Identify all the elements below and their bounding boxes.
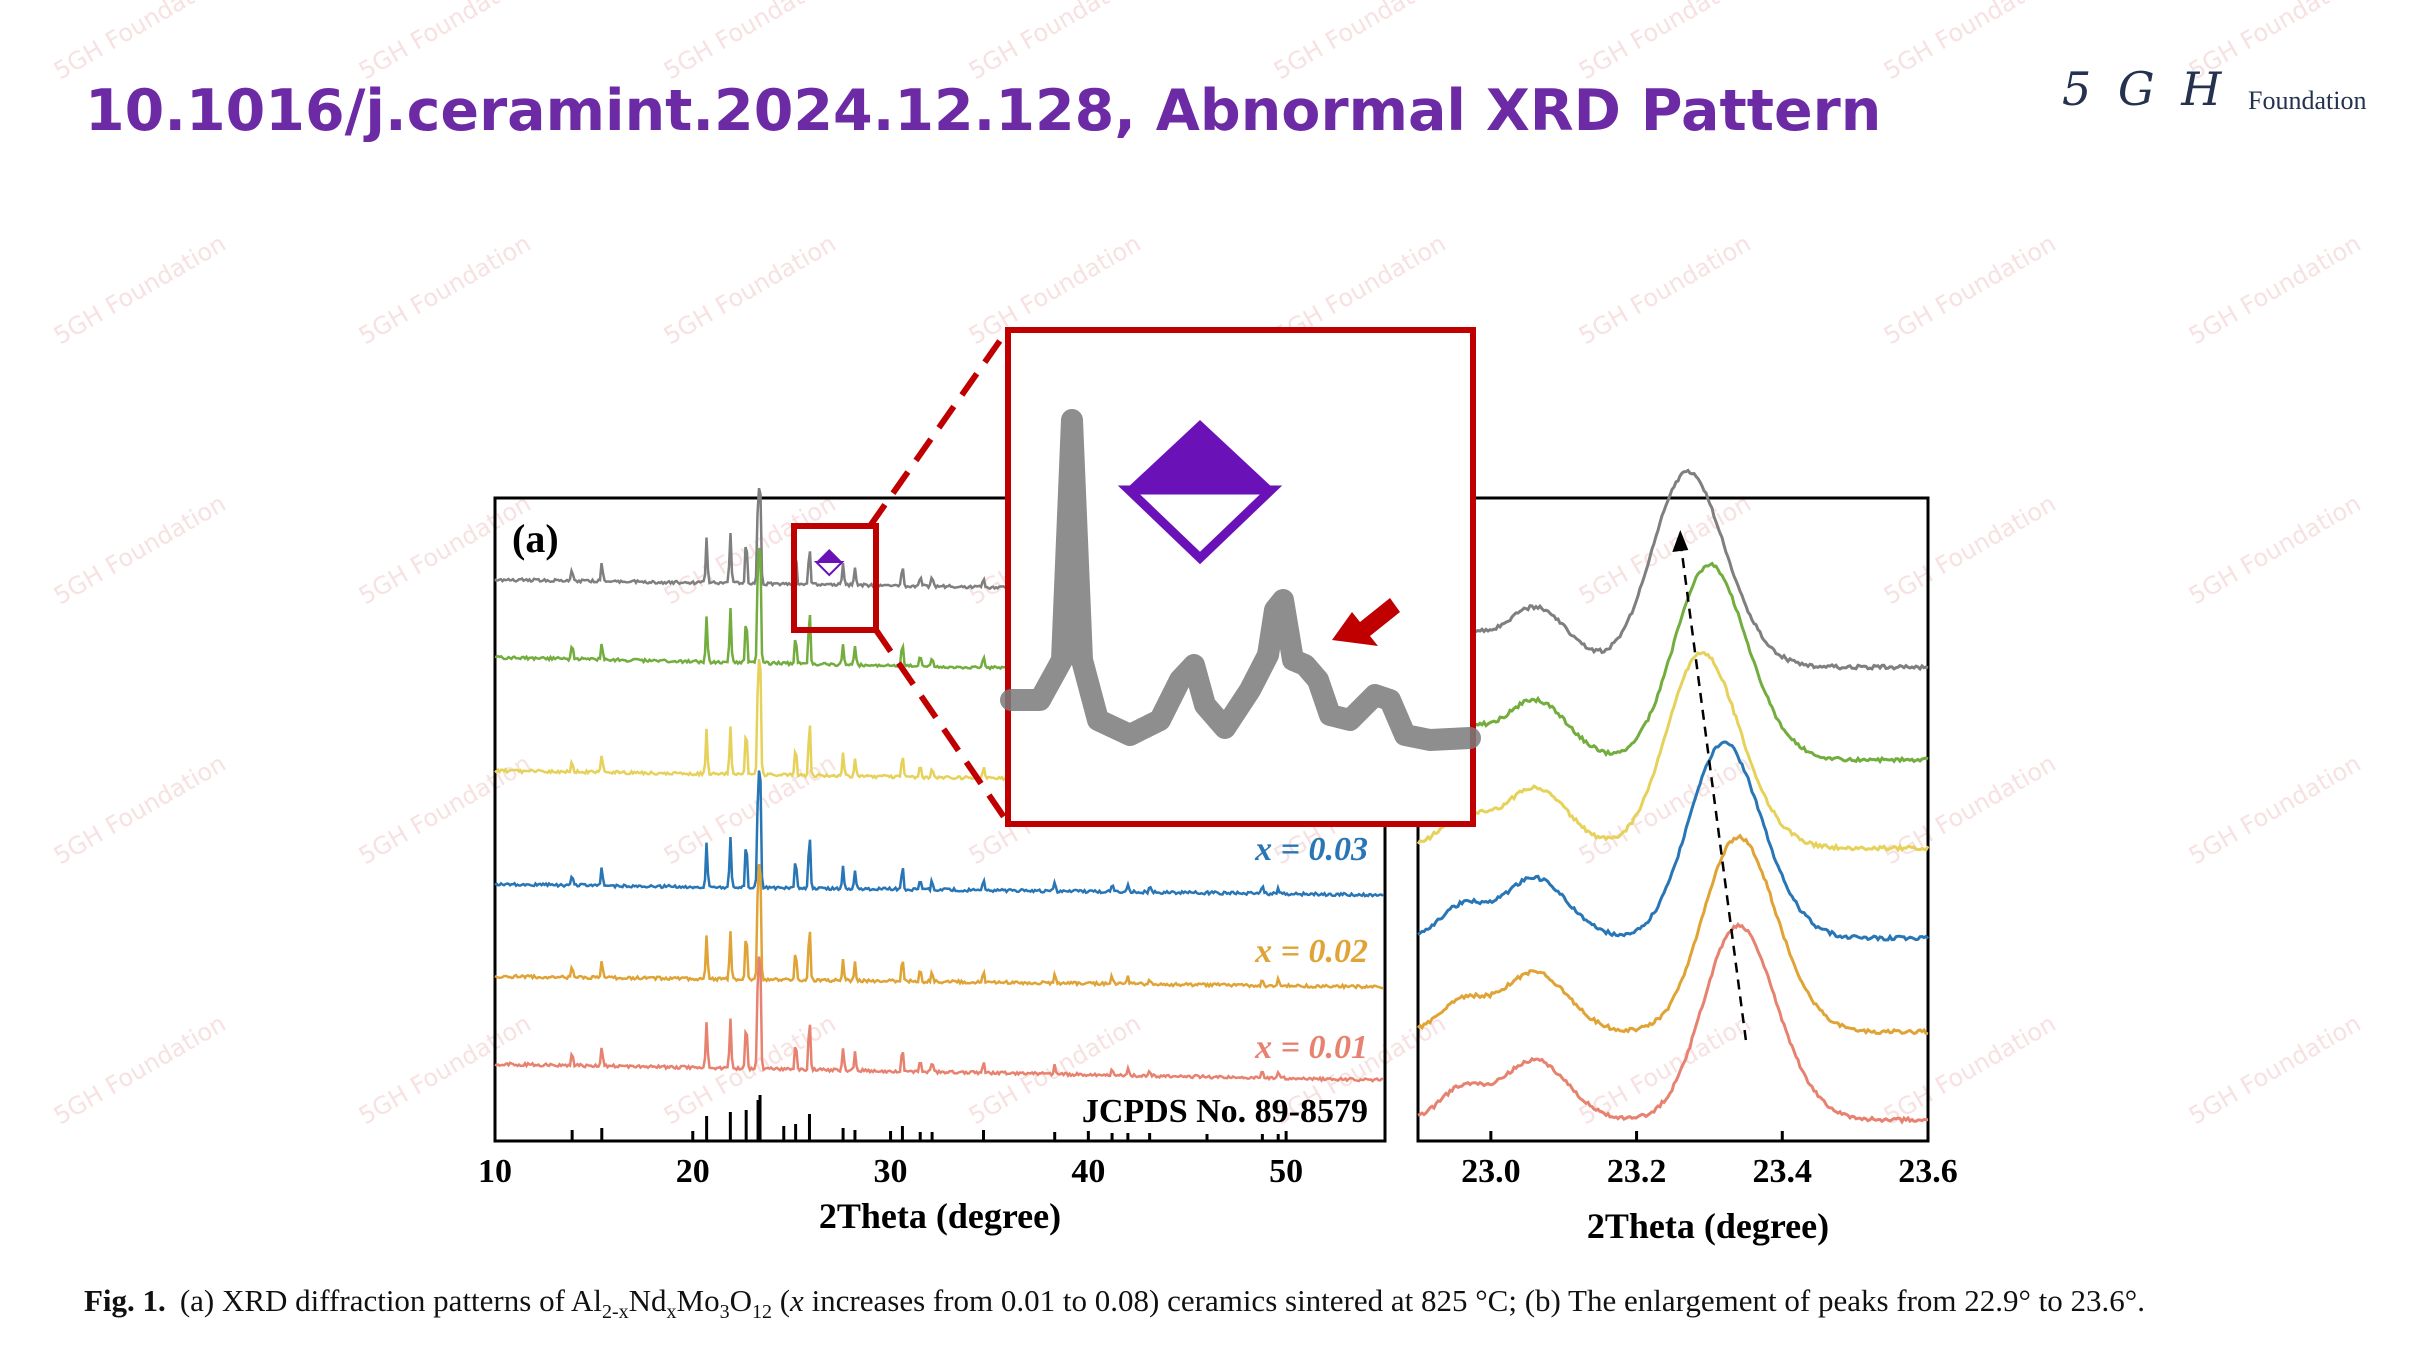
caption-part: (a) XRD diffraction patterns of Al: [179, 1283, 602, 1318]
panel-b-frame: [1416, 496, 1930, 1143]
peak-enlargement-line: [1417, 922, 1929, 1125]
x-tick-label: 23.6: [1898, 1153, 1958, 1190]
peak-shift-arrow: [1672, 530, 1748, 1041]
peak-enlargement-line: [1416, 468, 1929, 672]
caption-sub: 12: [751, 1301, 772, 1324]
peak-enlargement-line: [1417, 561, 1929, 765]
caption-fig-label: Fig. 1.: [84, 1283, 166, 1318]
series-label-x001: x = 0.01: [1254, 1029, 1368, 1066]
reference-lines: [570, 1095, 1280, 1140]
zoom-source-box: [791, 523, 879, 633]
caption-part: O: [729, 1283, 752, 1318]
x-tick-label: 23.2: [1607, 1153, 1667, 1190]
panel-a: (a) x = 0.03 x = 0.02 x = 0.01 JCPDS No.…: [478, 487, 1387, 1236]
foundation-logo: 5 G H Foundation: [2062, 62, 2392, 132]
marker-open-half: [813, 561, 845, 577]
arrow-head: [1672, 530, 1689, 552]
panel-a-xlabel: 2Theta (degree): [819, 1196, 1061, 1236]
caption-sub: 2-x: [601, 1301, 629, 1324]
peak-enlargement-line: [1417, 740, 1930, 943]
pointer-arrow: [1332, 598, 1400, 646]
peak-enlargement-line: [1416, 650, 1930, 853]
x-tick-label: 30: [874, 1153, 908, 1190]
panel-b-xlabel: 2Theta (degree): [1587, 1206, 1829, 1246]
figure-caption: Fig. 1. (a) XRD diffraction patterns of A…: [84, 1283, 2404, 1324]
zoomed-peak-trace: [1000, 409, 1481, 751]
caption-x: x: [790, 1283, 804, 1318]
slide-title: 10.1016/j.ceramint.2024.12.128, Abnormal…: [85, 78, 1882, 144]
caption-sub: x: [666, 1301, 677, 1324]
series-label-x002: x = 0.02: [1254, 933, 1368, 970]
caption-sub: 3: [719, 1301, 730, 1324]
panel-a-x-ticks: 10 20 30 40 50: [478, 1131, 1303, 1190]
panel-b-series: [1416, 468, 1930, 1125]
logo-monogram: 5 G H: [2062, 62, 2228, 116]
zoom-inset: [791, 327, 1481, 827]
x-tick-label: 23.4: [1753, 1153, 1813, 1190]
marker-filled-half: [816, 549, 843, 562]
x-tick-label: 23.0: [1461, 1153, 1521, 1190]
peak-enlargement-line: [1416, 833, 1929, 1036]
panel-b-x-ticks: 23.0 23.2 23.4 23.6: [1461, 1131, 1958, 1190]
impurity-marker: [813, 549, 845, 577]
zoomed-marker-filled-half: [1125, 420, 1275, 490]
logo-wordmark: Foundation: [2248, 86, 2367, 115]
xrd-pattern-line: [494, 770, 1384, 898]
caption-part: increases from 0.01 to 0.08) ceramics si…: [803, 1283, 2145, 1318]
panel-a-label: (a): [512, 516, 559, 561]
xrd-pattern-line: [494, 956, 1384, 1083]
zoom-content: [1000, 409, 1481, 751]
zoom-connector-bottom: [873, 628, 1009, 822]
x-tick-label: 10: [478, 1153, 512, 1190]
xrd-pattern-line: [494, 863, 1384, 991]
caption-part: Nd: [628, 1283, 667, 1318]
panel-b: 23.0 23.2 23.4 23.6 2Theta (degree): [1416, 468, 1958, 1246]
caption-part: (: [771, 1283, 791, 1318]
x-tick-label: 20: [676, 1153, 710, 1190]
series-label-x003: x = 0.03: [1254, 831, 1368, 868]
x-tick-label: 40: [1071, 1153, 1105, 1190]
jcpds-label: JCPDS No. 89-8579: [1082, 1093, 1368, 1130]
x-tick-label: 50: [1269, 1153, 1303, 1190]
caption-part: Mo: [676, 1283, 720, 1318]
zoomed-marker-open-half: [1117, 485, 1283, 565]
